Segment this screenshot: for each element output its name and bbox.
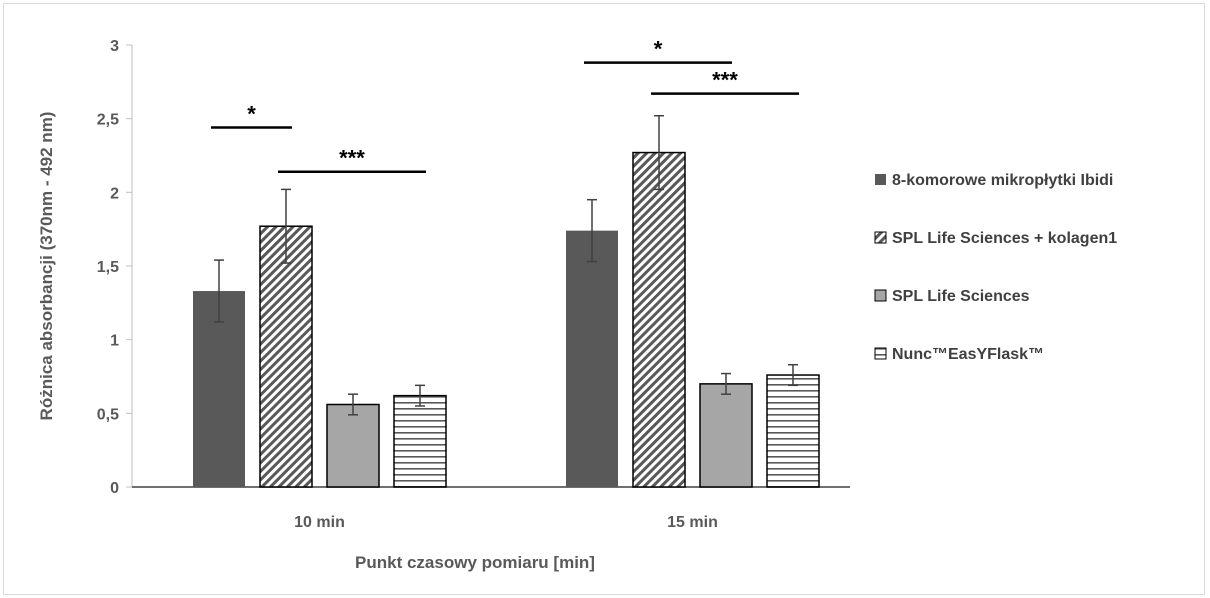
error-bar xyxy=(587,198,597,263)
error-bar xyxy=(415,384,425,407)
significance-label: * xyxy=(247,102,256,127)
legend-item: SPL Life Sciences xyxy=(874,288,1030,305)
x-axis-title: Punkt czasowy pomiaru [min] xyxy=(355,553,595,572)
legend-swatch xyxy=(874,347,887,360)
legend-swatch xyxy=(874,231,887,244)
legend-item: 8-komorowe mikropłytki Ibidi xyxy=(875,172,1113,189)
x-axis: 10 min 15 min xyxy=(132,486,850,531)
y-tick-label: 1 xyxy=(110,333,119,350)
bar xyxy=(632,151,686,488)
y-tick-label: 2,5 xyxy=(97,112,119,129)
bar xyxy=(193,291,245,487)
error-bar xyxy=(348,393,358,416)
error-bar xyxy=(654,114,664,191)
significance-marker: * xyxy=(584,37,732,64)
significance-markers: ******** xyxy=(211,37,799,173)
significance-marker: *** xyxy=(651,68,799,95)
error-bar xyxy=(281,188,291,264)
y-tick-label: 0,5 xyxy=(97,406,119,423)
significance-label: *** xyxy=(712,68,738,93)
significance-label: *** xyxy=(339,146,365,171)
error-bar xyxy=(788,363,798,387)
legend-swatch xyxy=(874,289,887,302)
legend-label: SPL Life Sciences + kolagen1 xyxy=(892,230,1117,247)
bar xyxy=(326,403,380,488)
y-tick-label: 0 xyxy=(110,480,119,497)
y-axis-title: Różnica absorbancji (370nm - 492 nm) xyxy=(37,112,56,421)
legend-swatch xyxy=(875,174,886,185)
y-axis: 0 0,5 1 1,5 2 2,5 3 xyxy=(97,38,133,497)
error-bar xyxy=(721,372,731,395)
legend-item: Nunc™EasYFlask™ xyxy=(874,346,1044,363)
error-bar xyxy=(214,259,224,323)
significance-label: * xyxy=(654,37,663,62)
bar xyxy=(699,383,753,488)
legend-label: 8-komorowe mikropłytki Ibidi xyxy=(892,172,1113,189)
y-tick-label: 2 xyxy=(110,185,119,202)
significance-marker: *** xyxy=(278,146,426,173)
x-tick-label: 15 min xyxy=(667,514,718,531)
bar xyxy=(566,230,618,487)
bar xyxy=(393,394,447,488)
legend-item: SPL Life Sciences + kolagen1 xyxy=(874,230,1117,247)
bar xyxy=(259,225,313,488)
legend-label: SPL Life Sciences xyxy=(892,288,1030,305)
legend-label: Nunc™EasYFlask™ xyxy=(892,346,1044,363)
legend: 8-komorowe mikropłytki Ibidi SPL Life Sci… xyxy=(874,172,1117,363)
significance-marker: * xyxy=(211,102,292,129)
bars xyxy=(193,151,820,488)
y-tick-label: 3 xyxy=(110,38,119,55)
y-tick-label: 1,5 xyxy=(97,259,119,276)
x-tick-label: 10 min xyxy=(294,514,345,531)
error-bars xyxy=(214,114,798,416)
bar xyxy=(766,374,820,488)
